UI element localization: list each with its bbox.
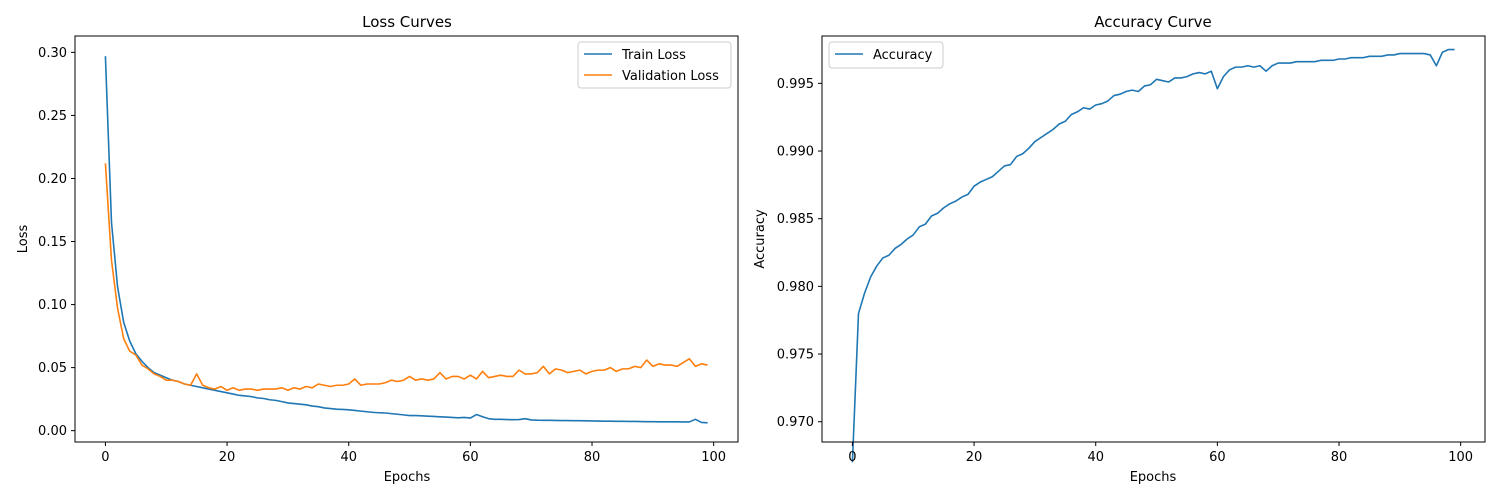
loss-chart-y-tick-label: 0.10 xyxy=(38,298,67,313)
loss-chart-y-tick-label: 0.25 xyxy=(38,109,67,124)
loss-chart-y-tick-label: 0.20 xyxy=(38,172,67,187)
accuracy-chart-y-tick-label: 0.990 xyxy=(777,145,814,160)
accuracy-chart-x-tick-label: 0 xyxy=(848,450,856,465)
accuracy-chart-x-tick-label: 80 xyxy=(1331,450,1348,465)
loss-chart-legend-box xyxy=(577,41,732,89)
loss-chart-x-tick-label: 0 xyxy=(101,450,109,465)
accuracy-chart-y-tick-label: 0.995 xyxy=(777,77,814,92)
accuracy-chart-legend-label-accuracy: Accuracy xyxy=(873,48,933,63)
loss-chart-x-tick-label: 20 xyxy=(219,450,236,465)
accuracy-chart-y-axis-label: Accuracy xyxy=(753,209,768,269)
accuracy-chart-axes-frame xyxy=(821,35,1486,443)
loss-chart-x-tick-label: 40 xyxy=(340,450,357,465)
accuracy-chart-y-tick-label: 0.970 xyxy=(777,415,814,430)
accuracy-chart-x-tick-label: 20 xyxy=(966,450,983,465)
loss-chart-y-tick-label: 0.15 xyxy=(38,235,67,250)
accuracy-chart-plot xyxy=(851,48,1455,463)
loss-chart-x-ticks: 0 20 40 60 80 100 xyxy=(101,442,726,465)
loss-chart-y-ticks: 0.00 0.05 0.10 0.15 0.20 0.25 0.30 xyxy=(38,46,75,439)
loss-chart-legend-label-validation-loss: Validation Loss xyxy=(622,69,719,84)
loss-chart-title: Loss Curves xyxy=(362,13,452,31)
accuracy-chart-legend-box xyxy=(828,41,944,69)
loss-chart-x-tick-label: 100 xyxy=(701,450,726,465)
loss-chart-y-axis-label: Loss xyxy=(16,225,31,254)
loss-chart: Loss Curves 0 20 40 60 80 100 0.00 0.05 0.10 0.1… xyxy=(16,13,739,485)
loss-chart-legend-label-train-loss: Train Loss xyxy=(621,48,686,63)
accuracy-chart: Accuracy Curve 0 20 40 60 80 100 0.9700.9750.… xyxy=(753,13,1486,485)
loss-chart-series-line-train-loss xyxy=(104,56,708,424)
accuracy-chart-x-tick-label: 40 xyxy=(1087,450,1104,465)
accuracy-chart-y-tick-label: 0.975 xyxy=(777,348,814,363)
loss-chart-x-tick-label: 80 xyxy=(584,450,601,465)
accuracy-chart-y-tick-label: 0.980 xyxy=(777,280,814,295)
loss-chart-y-tick-label: 0.00 xyxy=(38,424,67,439)
accuracy-chart-y-tick-label: 0.985 xyxy=(777,212,814,227)
accuracy-chart-legend: Accuracy xyxy=(828,41,944,69)
loss-chart-axes-frame xyxy=(74,35,739,443)
loss-chart-x-axis-label: Epochs xyxy=(384,470,431,485)
accuracy-chart-series-line-accuracy xyxy=(851,48,1455,463)
accuracy-chart-x-ticks: 0 20 40 60 80 100 xyxy=(848,442,1473,465)
accuracy-chart-x-axis-label: Epochs xyxy=(1130,470,1177,485)
accuracy-chart-title: Accuracy Curve xyxy=(1094,13,1212,31)
loss-chart-series-line-validation-loss xyxy=(104,163,708,392)
loss-chart-legend: Train Loss Validation Loss xyxy=(577,41,732,89)
loss-chart-y-tick-label: 0.30 xyxy=(38,46,67,61)
accuracy-chart-x-tick-label: 100 xyxy=(1448,450,1473,465)
loss-chart-x-tick-label: 60 xyxy=(462,450,479,465)
loss-chart-plot xyxy=(104,56,708,424)
loss-chart-y-tick-label: 0.05 xyxy=(38,361,67,376)
accuracy-chart-x-tick-label: 60 xyxy=(1209,450,1226,465)
accuracy-chart-y-ticks: 0.970 0.975 0.980 0.985 0.990 0.995 xyxy=(777,77,822,430)
